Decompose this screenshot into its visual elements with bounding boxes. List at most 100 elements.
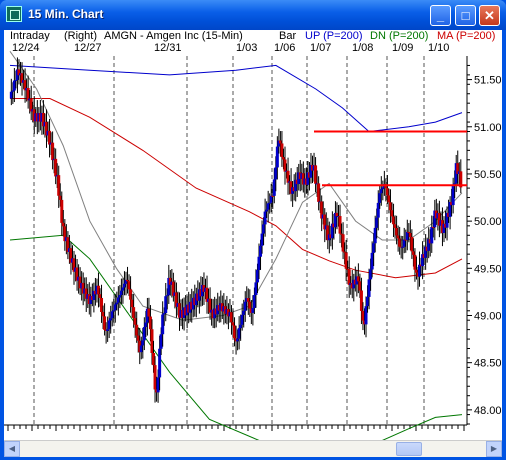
date-label: 1/03: [236, 42, 258, 54]
candle-body: [242, 310, 246, 315]
candle-body: [15, 69, 19, 80]
lower-band-legend: DN (P=200): [370, 30, 429, 42]
candle-body: [139, 345, 143, 353]
price-chart: 51.50 51.00 50.50 50.00 49.50 49.00 48.50 48.00: [4, 51, 502, 440]
y-tick-label: 49.00: [474, 310, 502, 322]
candle-body: [25, 87, 29, 91]
candle-body: [286, 170, 290, 183]
candle-body: [236, 338, 240, 342]
ma-legend: MA (P=200): [437, 30, 496, 42]
candle-body: [281, 157, 285, 160]
candle-body: [148, 316, 152, 330]
candle-body: [440, 220, 444, 233]
candle-body: [243, 301, 247, 311]
horizontal-scrollbar[interactable]: ◀ ▶: [4, 440, 502, 457]
upper-band-line: [9, 64, 463, 133]
scroll-left-arrow-icon[interactable]: ◀: [4, 441, 20, 457]
candle-body: [251, 308, 255, 313]
candle-body: [448, 202, 452, 217]
candle-body: [362, 320, 366, 325]
candle-body: [12, 80, 16, 91]
candle-body: [199, 289, 203, 297]
candle-body: [72, 258, 76, 272]
candle-body: [447, 212, 451, 217]
candle-body: [49, 142, 53, 145]
candle-body: [214, 308, 218, 315]
candle-body: [29, 98, 33, 112]
date-label: 12/24: [12, 42, 40, 54]
candle-body: [404, 239, 408, 241]
candle-body: [115, 302, 119, 305]
candle-body: [217, 305, 221, 311]
candle-body: [433, 210, 437, 228]
candle-body: [268, 202, 272, 204]
candle-body: [127, 281, 131, 290]
minimize-button[interactable]: _: [430, 5, 451, 26]
candle-body: [155, 389, 159, 393]
candle-body: [138, 340, 142, 353]
candle-body: [288, 181, 292, 183]
candle-body: [11, 90, 15, 92]
candle-body: [202, 285, 206, 292]
candle-body: [329, 234, 333, 239]
candle-body: [439, 220, 443, 226]
candle-body: [327, 234, 331, 241]
candle-body: [176, 303, 180, 307]
candle-body: [205, 287, 209, 302]
candle-body: [393, 224, 397, 228]
candle-body: [263, 211, 267, 225]
candle-body: [67, 248, 71, 252]
candle-body: [392, 216, 396, 225]
candle-body: [457, 171, 461, 174]
y-tick-label: 51.50: [474, 75, 502, 87]
close-button[interactable]: ✕: [479, 5, 500, 26]
candle-body: [355, 276, 359, 285]
candle-body: [265, 209, 269, 212]
candle-body: [135, 324, 139, 336]
chart-area[interactable]: Intraday (Right) AMGN - Amgen Inc (15-Mi…: [4, 30, 502, 457]
candle-body: [211, 309, 215, 319]
candle-body: [396, 235, 400, 239]
candle-body: [119, 290, 123, 296]
candle-body: [434, 210, 438, 219]
candle-body: [398, 238, 402, 247]
candle-body: [318, 201, 322, 203]
candle-body: [124, 279, 128, 284]
candle-body: [425, 246, 429, 251]
candle-body: [411, 251, 415, 255]
candle-body: [387, 195, 391, 203]
date-label: 1/06: [274, 42, 296, 54]
candle-body: [185, 304, 189, 316]
candle-body: [190, 301, 194, 310]
candle-body: [324, 225, 328, 230]
candle-body: [262, 224, 266, 234]
candle-body: [304, 178, 308, 185]
candle-body: [378, 193, 382, 203]
candle-body: [300, 173, 304, 179]
candle-body: [341, 234, 345, 252]
title-bar[interactable]: 15 Min. Chart _ □ ✕: [0, 0, 506, 30]
candle-body: [92, 290, 96, 300]
candle-body: [126, 279, 130, 282]
candle-body: [95, 285, 99, 295]
candle-body: [57, 175, 61, 196]
scroll-right-arrow-icon[interactable]: ▶: [486, 441, 502, 457]
candle-body: [459, 171, 463, 188]
candle-body: [278, 140, 282, 144]
candle-body: [437, 213, 441, 226]
candle-body: [430, 226, 434, 244]
candle-body: [179, 310, 183, 318]
maximize-button[interactable]: □: [455, 5, 476, 26]
candle-body: [272, 179, 276, 196]
candle-body: [161, 314, 165, 335]
candle-body: [257, 256, 261, 271]
candle-body: [453, 183, 457, 185]
scroll-thumb[interactable]: [396, 442, 422, 456]
candle-body: [89, 296, 93, 305]
candle-body: [118, 295, 122, 298]
candle-body: [390, 210, 394, 217]
candle-body: [193, 297, 197, 306]
candle-body: [388, 202, 392, 211]
candle-body: [315, 183, 319, 185]
upper-band-legend: UP (P=200): [305, 30, 363, 42]
